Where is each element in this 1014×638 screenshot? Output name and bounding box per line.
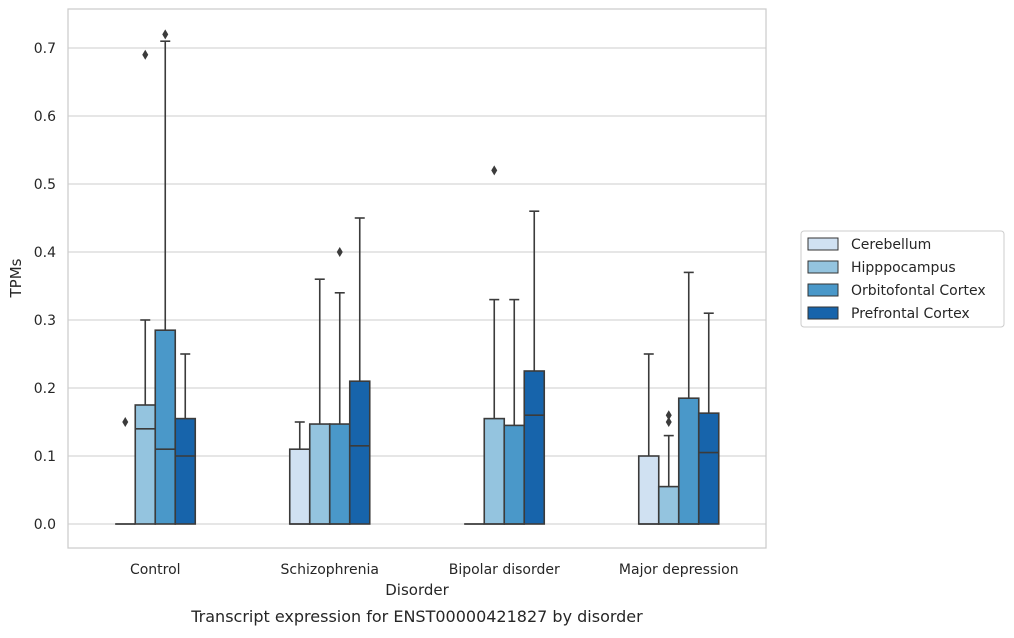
box-1-2 <box>483 165 506 525</box>
chart-title: Transcript expression for ENST0000042182… <box>190 607 643 626</box>
box-body <box>134 404 157 525</box>
legend-swatch <box>807 283 839 297</box>
box-body <box>677 397 700 525</box>
y-tick-label: 0.6 <box>34 109 56 125</box>
box-3-1 <box>348 217 371 525</box>
legend-swatch <box>807 237 839 251</box>
legend-frame <box>800 230 1005 328</box>
box-2-0 <box>154 29 177 525</box>
legend-swatch <box>807 306 839 320</box>
box-1-3 <box>657 410 680 525</box>
box-3-3 <box>697 312 720 525</box>
x-axis-label: Disorder <box>385 581 449 599</box>
plot-frame <box>67 8 767 549</box>
outlier-point <box>491 165 498 176</box>
box-body <box>154 329 177 525</box>
x-tick-label: Schizophrenia <box>281 562 379 578</box>
box-body <box>657 485 680 525</box>
legend-label: Hipppocampus <box>851 260 956 276</box>
legend-label: Prefrontal Cortex <box>851 306 970 322</box>
box-2-2 <box>503 298 526 525</box>
box-2-3 <box>677 271 700 525</box>
outlier-point <box>142 49 149 60</box>
legend-swatch <box>807 260 839 274</box>
box-3-0 <box>174 353 197 525</box>
box-3-2 <box>523 210 546 525</box>
y-tick-label: 0.0 <box>34 517 56 533</box>
box-body <box>308 423 331 525</box>
x-tick-labels: Control Schizophrenia Bipolar disorder Majo… <box>130 562 739 578</box>
y-tick-label: 0.5 <box>34 177 56 193</box>
x-tick-label: Control <box>130 562 181 578</box>
box-0-1 <box>288 421 311 525</box>
box-body <box>483 417 506 525</box>
outlier-point <box>665 417 672 427</box>
box-0-3 <box>637 353 660 525</box>
y-tick-label: 0.7 <box>34 41 56 57</box>
box-body <box>348 380 371 525</box>
y-tick-label: 0.4 <box>34 245 56 261</box>
y-axis-label: TPMs <box>7 258 25 298</box>
box-2-1 <box>328 247 351 525</box>
box-body <box>174 417 197 525</box>
y-tick-label: 0.1 <box>34 449 56 465</box>
y-tick-label: 0.3 <box>34 313 56 329</box>
outlier-point <box>162 29 169 40</box>
legend-label: Orbitofontal Cortex <box>851 283 986 299</box>
box-body <box>523 370 546 525</box>
box-layer <box>115 29 720 525</box>
box-body <box>697 412 720 525</box>
outlier-point <box>336 247 343 257</box>
box-body <box>503 424 526 525</box>
box-body <box>637 455 660 525</box>
outlier-point <box>122 417 129 427</box>
box-0-0 <box>115 417 136 525</box>
y-tick-label: 0.2 <box>34 381 56 397</box>
box-1-0 <box>134 49 157 525</box>
box-body <box>328 423 351 525</box>
box-1-1 <box>308 278 331 525</box>
box-body <box>288 448 311 525</box>
x-tick-label: Major depression <box>619 562 739 578</box>
legend-items: Cerebellum Hipppocampus Orbitofontal Corte… <box>807 237 986 322</box>
outlier-point <box>665 410 672 421</box>
legend: Cerebellum Hipppocampus Orbitofontal Corte… <box>800 230 1005 328</box>
x-tick-label: Bipolar disorder <box>449 562 560 578</box>
legend-label: Cerebellum <box>851 237 931 253</box>
y-tick-labels: 0.0 0.1 0.2 0.3 0.4 0.5 0.6 0.7 <box>34 41 56 533</box>
